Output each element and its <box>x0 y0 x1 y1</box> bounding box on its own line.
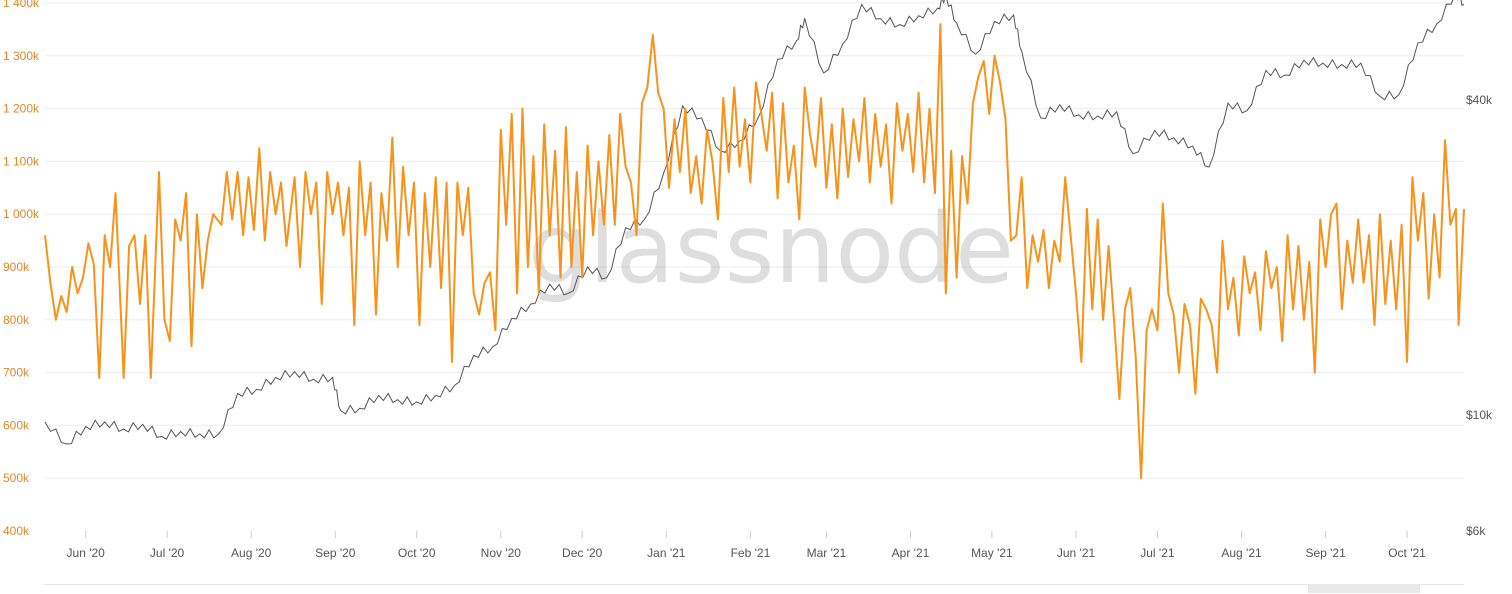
y-left-tick-label: 1 000k <box>3 207 40 221</box>
x-tick-label: Aug '20 <box>231 546 272 560</box>
x-axis: Jun '20 Jul '20 Aug '20 Sep '20 Oct '20 Nov '… <box>67 531 1426 560</box>
x-tick-label: Nov '20 <box>481 546 522 560</box>
y-right-axis: $6k $10k $40k <box>1466 93 1493 538</box>
x-tick-label: Jul '21 <box>1140 546 1175 560</box>
y-left-tick-label: 700k <box>3 366 30 380</box>
x-tick-label: May '21 <box>971 546 1013 560</box>
y-left-tick-label: 1 300k <box>3 49 40 63</box>
watermark: glassnode <box>528 193 1014 305</box>
x-tick-label: Oct '20 <box>398 546 436 560</box>
x-tick-label: Aug '21 <box>1221 546 1262 560</box>
y-left-tick-label: 800k <box>3 313 30 327</box>
y-left-tick-label: 600k <box>3 418 30 432</box>
x-tick-label: Sep '21 <box>1305 546 1346 560</box>
x-tick-label: Jun '20 <box>67 546 106 560</box>
x-tick-label: Jun '21 <box>1057 546 1096 560</box>
y-right-tick-label: $40k <box>1466 93 1493 107</box>
y-right-tick-label: $10k <box>1466 408 1493 422</box>
price-line <box>44 0 1465 445</box>
x-tick-label: Mar '21 <box>807 546 847 560</box>
y-left-tick-label: 1 100k <box>3 154 40 168</box>
x-tick-label: Oct '21 <box>1388 546 1426 560</box>
y-left-tick-label: 900k <box>3 260 30 274</box>
y-left-tick-label: 1 400k <box>3 0 40 10</box>
y-left-tick-label: 400k <box>3 524 30 538</box>
navigator-bar[interactable] <box>44 584 1464 594</box>
x-tick-label: Apr '21 <box>892 546 930 560</box>
y-right-tick-label: $6k <box>1466 524 1486 538</box>
primary-series-line <box>44 23 1465 480</box>
x-tick-label: Sep '20 <box>315 546 356 560</box>
x-tick-label: Jul '20 <box>150 546 185 560</box>
y-left-tick-label: 500k <box>3 471 30 485</box>
navigator-window[interactable] <box>1308 584 1420 593</box>
grid-lines <box>45 2 1464 479</box>
x-tick-label: Dec '20 <box>562 546 603 560</box>
x-tick-label: Feb '21 <box>731 546 771 560</box>
y-left-axis: 400k 500k 600k 700k 800k 900k 1 000k 1 100k 1 20… <box>3 0 40 538</box>
x-tick-label: Jan '21 <box>647 546 686 560</box>
y-left-tick-label: 1 200k <box>3 102 40 116</box>
